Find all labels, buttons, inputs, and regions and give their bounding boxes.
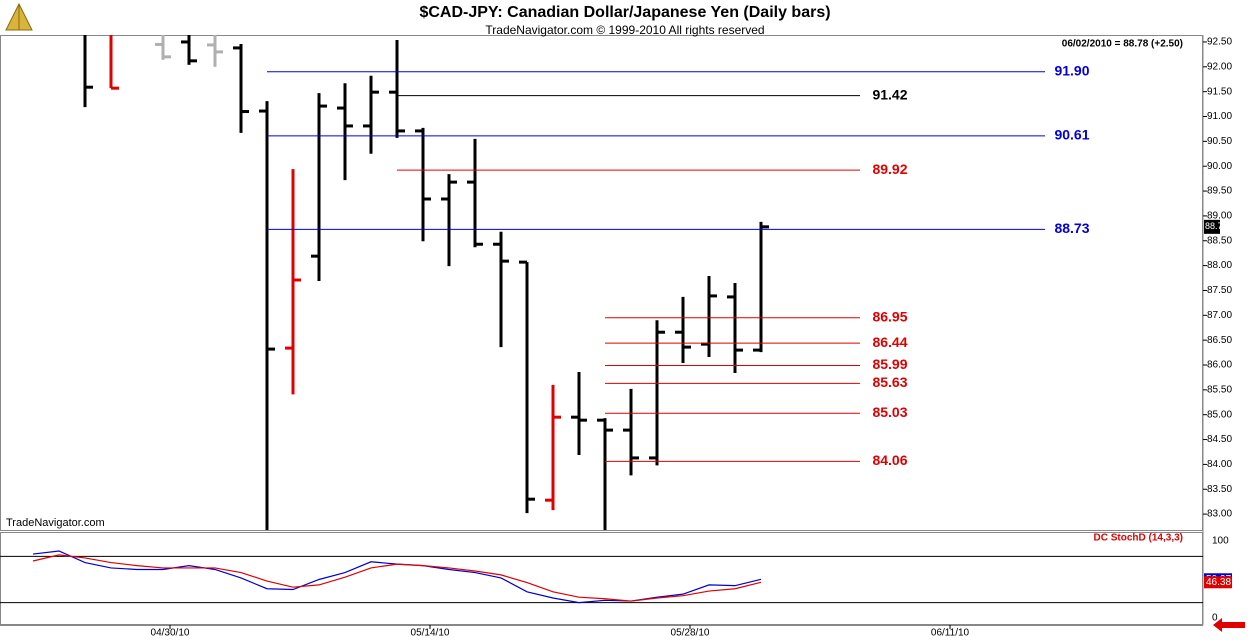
y-tick-label: 83.00	[1207, 509, 1232, 520]
y-tick-label: 0	[1212, 613, 1218, 624]
y-tick-label: 83.50	[1207, 484, 1232, 495]
price-plot	[83, 35, 769, 530]
y-tick-label: 87.00	[1207, 310, 1232, 321]
x-tick-label: 05/14/10	[411, 628, 450, 639]
x-tick-label: 06/11/10	[931, 628, 970, 639]
level-label: 85.03	[872, 404, 907, 420]
x-tick-label: 04/30/10	[151, 628, 190, 639]
y-tick-label: 84.50	[1207, 434, 1232, 445]
chart-title: $CAD-JPY: Canadian Dollar/Japanese Yen (…	[419, 4, 830, 21]
value-box	[1204, 576, 1232, 589]
level-label: 85.63	[872, 374, 907, 390]
y-tick-label: 91.50	[1207, 86, 1232, 97]
stoch-title: DC StochD (14,3,3)	[1094, 533, 1183, 544]
y-tick-label: 90.50	[1207, 136, 1232, 147]
chart-subtitle: TradeNavigator.com © 1999-2010 All right…	[485, 23, 764, 37]
level-label: 86.95	[872, 308, 907, 324]
stoch-line	[32, 554, 762, 602]
level-label: 84.06	[872, 452, 907, 468]
logo	[5, 2, 33, 31]
price-box	[1204, 219, 1220, 234]
y-tick-label: 84.00	[1207, 459, 1232, 470]
y-tick-label: 89.00	[1207, 211, 1232, 222]
level-label: 86.44	[872, 334, 907, 350]
y-tick-label: 90.00	[1207, 161, 1232, 172]
level-label: 85.99	[872, 356, 907, 372]
y-tick-label: 100	[1212, 536, 1229, 547]
y-tick-label: 87.50	[1207, 285, 1232, 296]
level-label: 91.90	[1054, 62, 1089, 78]
y-tick-label: 85.00	[1207, 409, 1232, 420]
y-tick-label: 86.00	[1207, 360, 1232, 371]
x-tick-label: 05/28/10	[671, 628, 710, 639]
level-label: 90.61	[1054, 127, 1089, 143]
y-tick-label: 89.50	[1207, 186, 1232, 197]
y-tick-label: 92.00	[1207, 61, 1232, 72]
level-label: 88.73	[1054, 220, 1089, 236]
level-label: 89.92	[872, 161, 907, 177]
y-tick-label: 92.50	[1207, 37, 1232, 48]
quote: 06/02/2010 = 88.78 (+2.50)	[1062, 39, 1183, 50]
scroll-arrow[interactable]	[1213, 618, 1245, 632]
y-tick-label: 91.00	[1207, 111, 1232, 122]
y-tick-label: 88.50	[1207, 235, 1232, 246]
y-tick-label: 85.50	[1207, 384, 1232, 395]
y-tick-label: 88.00	[1207, 260, 1232, 271]
watermark: TradeNavigator.com	[6, 517, 105, 529]
value-box-label: 46.38	[1206, 577, 1231, 588]
y-tick-label: 86.50	[1207, 335, 1232, 346]
level-label: 91.42	[872, 86, 907, 102]
price-box-label: 88.78	[1205, 221, 1228, 231]
